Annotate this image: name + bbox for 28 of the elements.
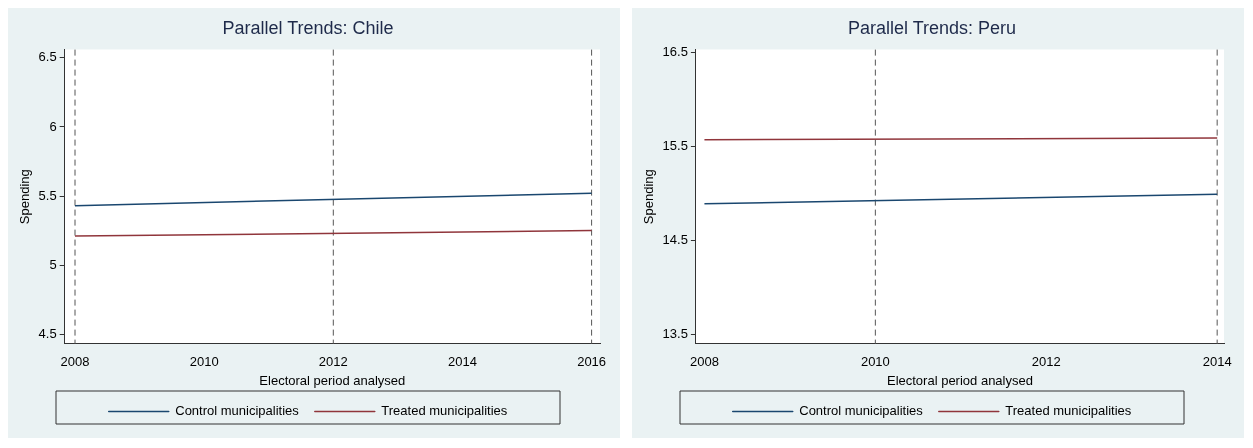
legend-label: Treated municipalities xyxy=(1005,403,1132,419)
chart-title: Parallel Trends: Peru xyxy=(847,17,1017,38)
x-tick-label: 2014 xyxy=(1202,354,1232,370)
y-tick-label: 5.5 xyxy=(38,187,57,203)
y-axis-title: Spending xyxy=(17,169,33,225)
x-tick-label: 2010 xyxy=(189,354,219,370)
y-tick-label: 16.5 xyxy=(662,44,688,59)
x-tick-label: 2008 xyxy=(60,354,90,370)
y-tick-label: 4.5 xyxy=(38,325,57,341)
y-tick-label: 6 xyxy=(49,118,57,134)
legend-label: Control municipalities xyxy=(799,403,924,419)
legend-label: Control municipalities xyxy=(175,403,300,419)
x-tick-label: 2012 xyxy=(1031,354,1061,370)
y-tick-label: 13.5 xyxy=(662,325,688,341)
y-tick-label: 15.5 xyxy=(662,137,688,153)
x-axis-title: Electoral period analysed xyxy=(259,372,406,388)
x-tick-label: 2008 xyxy=(689,354,719,370)
x-axis-title: Electoral period analysed xyxy=(886,372,1033,388)
y-axis-title: Spending xyxy=(641,169,657,225)
legend-label: Treated municipalities xyxy=(381,403,508,419)
x-tick-label: 2012 xyxy=(318,354,348,370)
chart-title: Parallel Trends: Chile xyxy=(222,17,394,38)
y-tick-label: 14.5 xyxy=(662,231,688,247)
x-tick-label: 2016 xyxy=(577,354,607,370)
y-tick-label: 5 xyxy=(49,256,57,272)
x-tick-label: 2010 xyxy=(860,354,890,370)
x-tick-label: 2014 xyxy=(447,354,477,370)
y-tick-label: 6.5 xyxy=(38,49,57,65)
